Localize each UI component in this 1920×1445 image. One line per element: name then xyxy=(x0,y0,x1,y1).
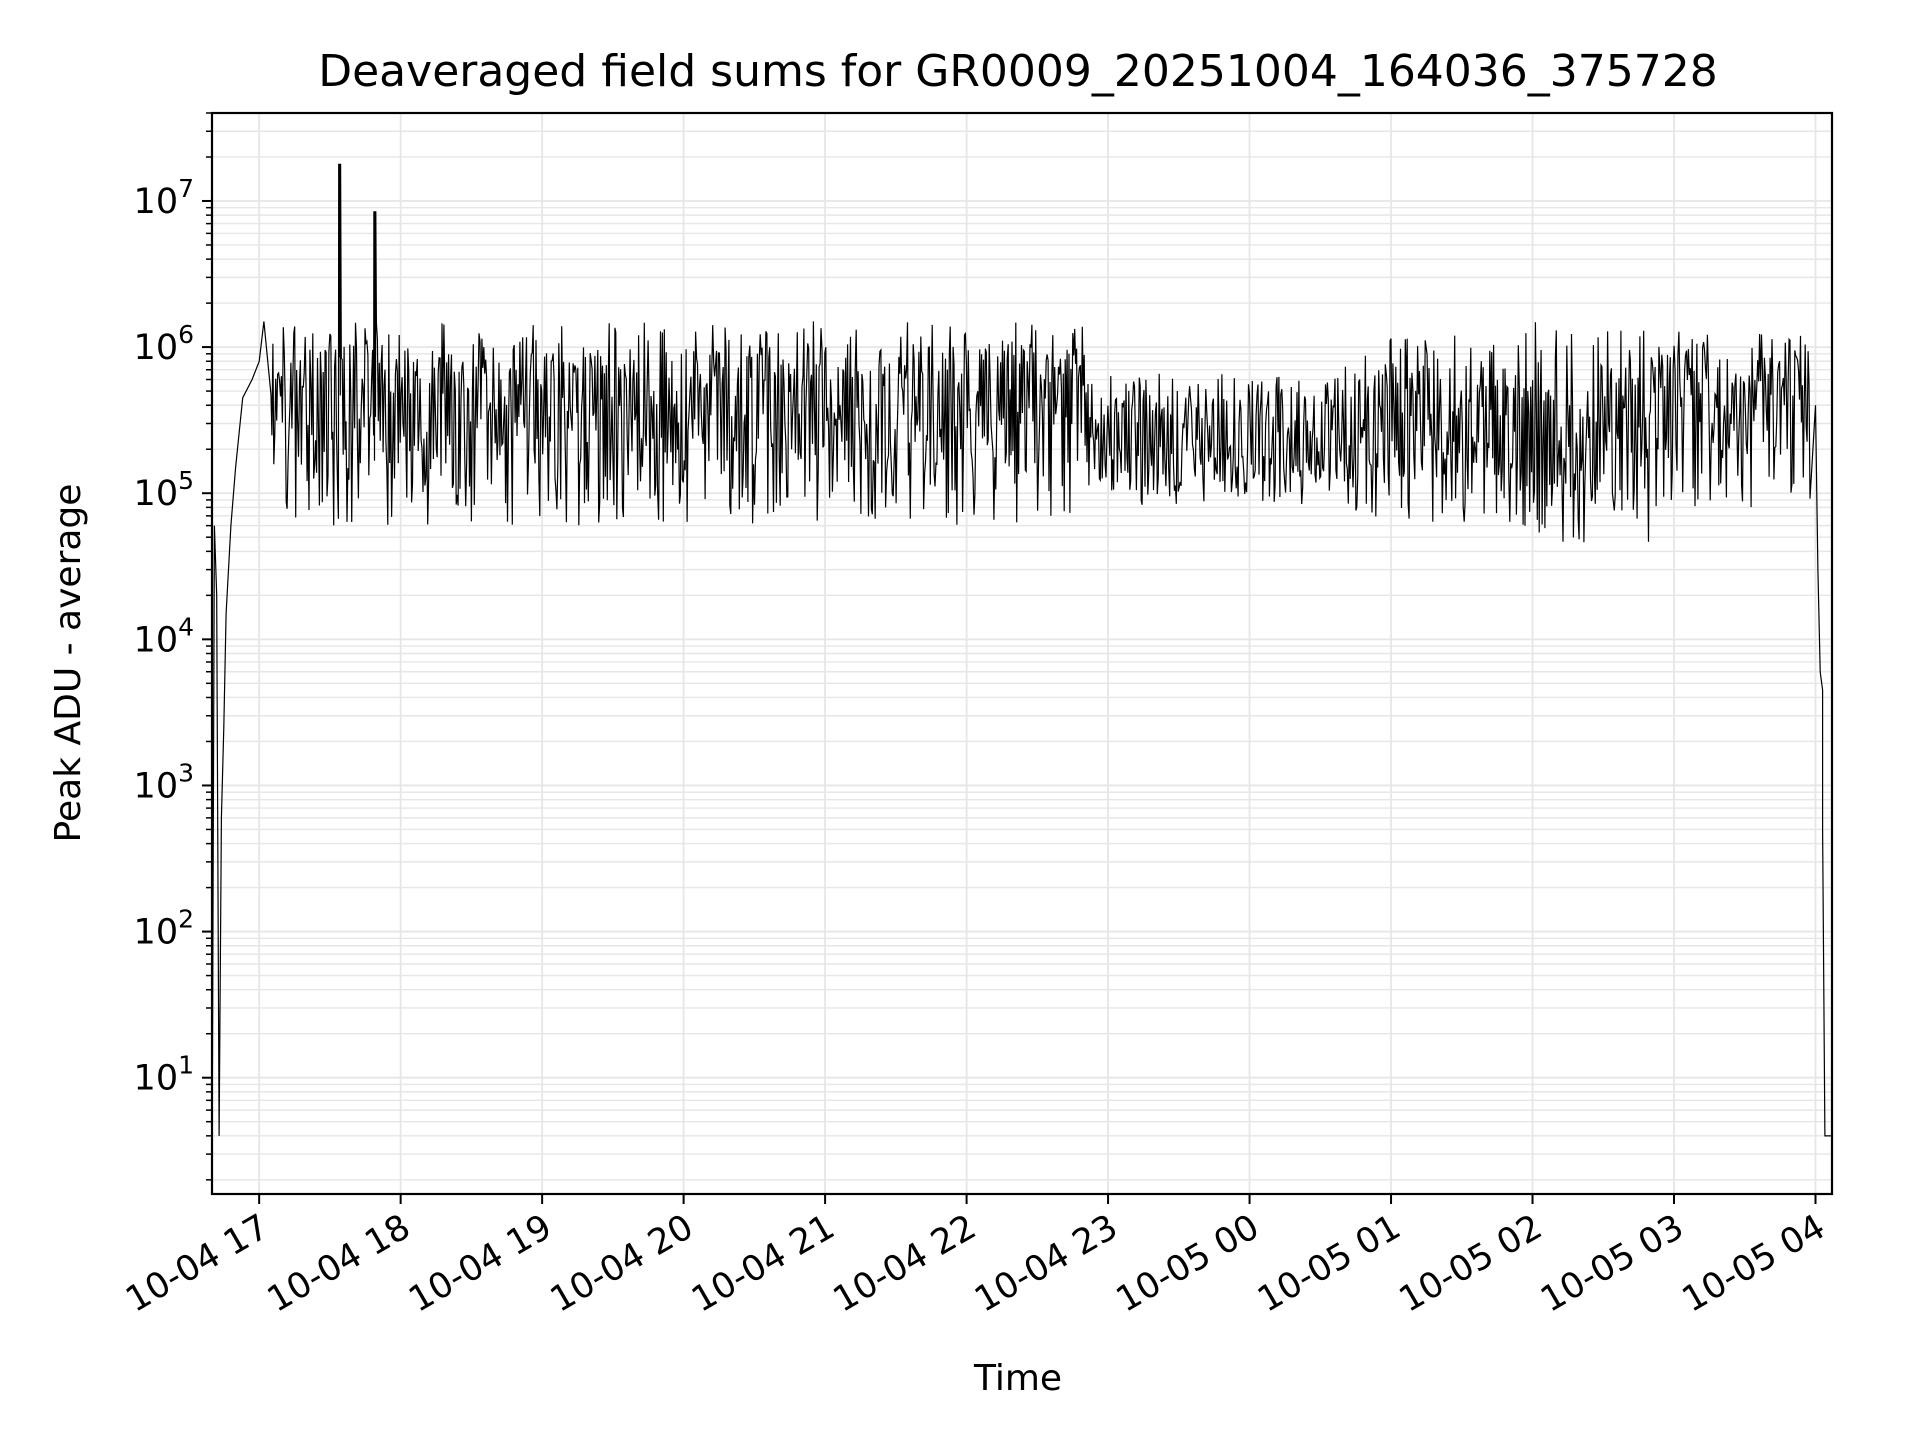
y-axis-label: Peak ADU - average xyxy=(48,484,89,843)
chart-title: Deaveraged field sums for GR0009_2025100… xyxy=(318,46,1718,97)
x-axis-label: Time xyxy=(973,1358,1062,1399)
grid-lines xyxy=(212,112,1832,1194)
y-tick-label: 104 xyxy=(134,612,194,660)
y-axis-ticks: 101 102 103 104 105 106 107 xyxy=(134,112,212,1181)
series-line xyxy=(211,163,1832,1195)
y-tick-label: 106 xyxy=(134,320,194,368)
y-tick-label: 101 xyxy=(134,1051,194,1099)
y-tick-label: 107 xyxy=(134,174,194,222)
y-tick-label: 105 xyxy=(134,466,194,514)
y-tick-label: 103 xyxy=(134,758,194,806)
y-tick-label: 102 xyxy=(134,905,194,953)
series-group xyxy=(211,163,1832,1195)
